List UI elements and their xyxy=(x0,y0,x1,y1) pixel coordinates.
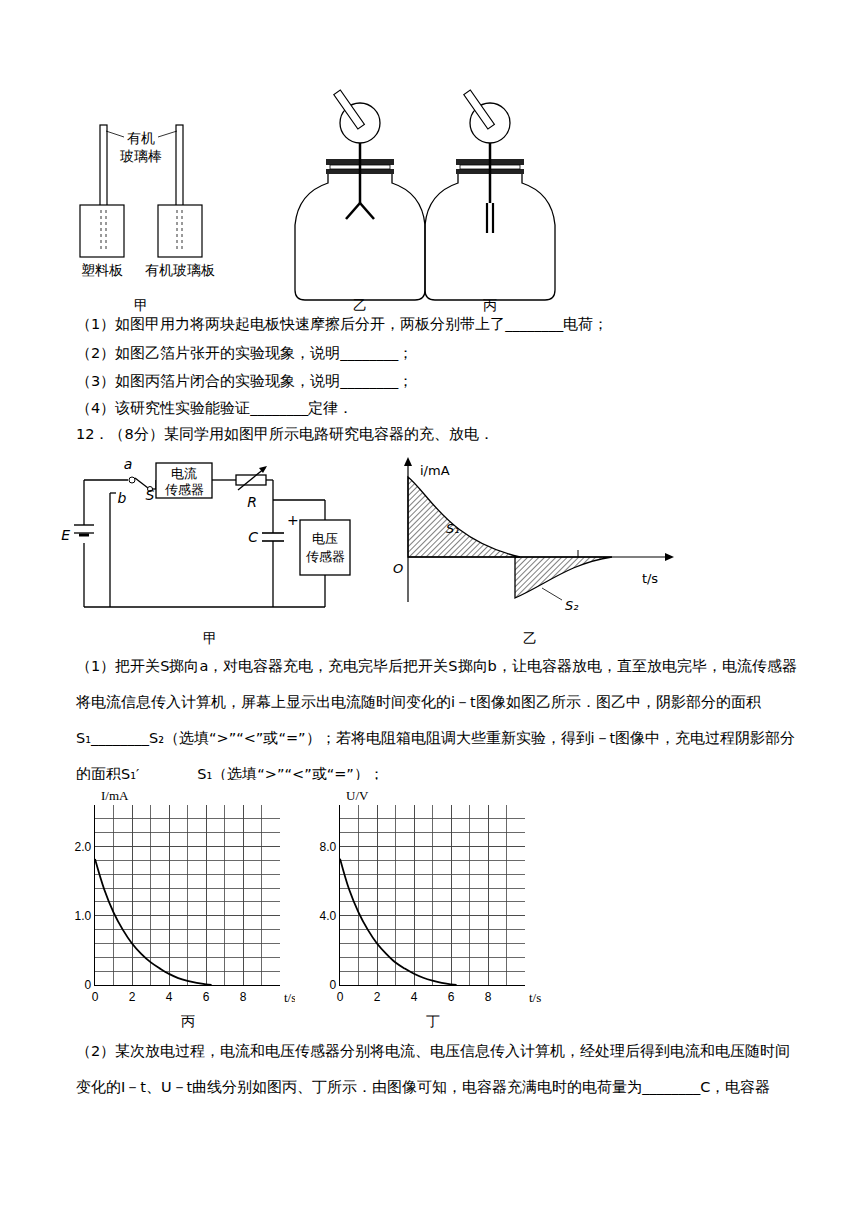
svg-text:0: 0 xyxy=(85,978,92,992)
svg-text:0: 0 xyxy=(337,990,344,1004)
svg-text:S: S xyxy=(145,487,155,503)
html-text:（2）某次放电过程，电流和电压传感器分别将电流、电压信息传入: （2）某次放电过程，电流和电压传感器分别将电流、电压信息传入计算机，经处理后得到… xyxy=(76,1043,791,1095)
svg-text:电压: 电压 xyxy=(312,531,338,546)
svg-text:丙: 丙 xyxy=(483,297,497,313)
svg-text:0: 0 xyxy=(330,978,337,992)
html-text:（1）如图甲用力将两块起电板快速摩擦后分开，两板分别带上了_: （1）如图甲用力将两块起电板快速摩擦后分开，两板分别带上了________电荷； xyxy=(76,316,609,332)
svg-text:乙: 乙 xyxy=(523,630,537,646)
svg-text:有机: 有机 xyxy=(127,130,155,146)
html-text:（4）该研究性实验能验证________定律．: （4）该研究性实验能验证________定律． xyxy=(76,400,354,416)
svg-text:2.0: 2.0 xyxy=(75,840,92,854)
svg-text:2: 2 xyxy=(374,990,381,1004)
svg-text:E: E xyxy=(61,527,70,543)
svg-text:t/s: t/s xyxy=(529,990,541,1005)
svg-text:4: 4 xyxy=(411,990,418,1004)
svg-text:+: + xyxy=(287,512,299,528)
svg-text:6: 6 xyxy=(203,990,210,1004)
html-text:（2）如图乙箔片张开的实验现象，说明________；: （2）如图乙箔片张开的实验现象，说明________； xyxy=(76,345,414,361)
svg-text:甲: 甲 xyxy=(134,297,148,313)
html-text:12．（8分）某同学用如图甲所示电路研究电容器的充、放电．: 12．（8分）某同学用如图甲所示电路研究电容器的充、放电． xyxy=(76,426,494,442)
svg-text:乙: 乙 xyxy=(353,297,367,313)
svg-text:2: 2 xyxy=(129,990,136,1004)
svg-text:传感器: 传感器 xyxy=(165,482,204,497)
svg-text:S₁: S₁ xyxy=(446,521,459,536)
svg-text:有机玻璃板: 有机玻璃板 xyxy=(145,262,215,278)
svg-text:t/s: t/s xyxy=(642,571,658,586)
svg-text:U/V: U/V xyxy=(346,788,369,803)
svg-text:电流: 电流 xyxy=(171,466,197,481)
svg-text:1.0: 1.0 xyxy=(75,909,92,923)
svg-text:丁: 丁 xyxy=(426,1013,440,1029)
svg-text:i/mA: i/mA xyxy=(420,463,450,478)
svg-text:O: O xyxy=(393,561,403,576)
svg-text:C: C xyxy=(248,529,258,545)
svg-text:I/mA: I/mA xyxy=(101,788,129,803)
svg-text:8: 8 xyxy=(485,990,492,1004)
svg-text:玻璃棒: 玻璃棒 xyxy=(120,148,162,164)
svg-text:6: 6 xyxy=(448,990,455,1004)
svg-text:丙: 丙 xyxy=(181,1013,195,1029)
svg-text:传感器: 传感器 xyxy=(306,549,345,564)
svg-text:t/s: t/s xyxy=(284,990,296,1005)
svg-text:4.0: 4.0 xyxy=(320,909,337,923)
svg-text:a: a xyxy=(124,456,133,472)
svg-text:S₂: S₂ xyxy=(565,598,578,613)
svg-text:甲: 甲 xyxy=(203,630,217,646)
svg-text:塑料板: 塑料板 xyxy=(81,262,123,278)
svg-text:R: R xyxy=(247,494,257,510)
svg-text:0: 0 xyxy=(92,990,99,1004)
html-text:（3）如图丙箔片闭合的实验现象，说明________；: （3）如图丙箔片闭合的实验现象，说明________； xyxy=(76,373,414,389)
svg-text:8.0: 8.0 xyxy=(320,840,337,854)
svg-text:8: 8 xyxy=(240,990,247,1004)
svg-text:b: b xyxy=(118,490,127,506)
html-text:（1）把开关S掷向a，对电容器充电，充电完毕后把开关S掷向b: （1）把开关S掷向a，对电容器充电，充电完毕后把开关S掷向b，让电容器放电，直至… xyxy=(76,658,797,782)
svg-text:4: 4 xyxy=(166,990,173,1004)
